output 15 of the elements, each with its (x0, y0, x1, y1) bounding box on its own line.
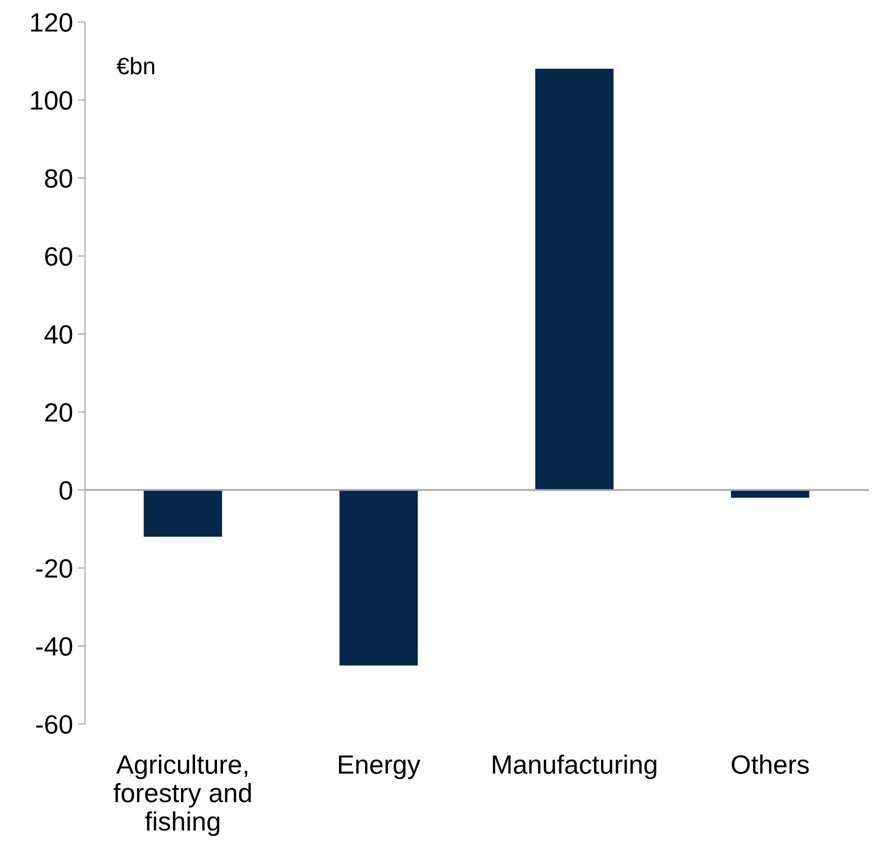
y-tick-label: -40 (36, 637, 72, 656)
y-tick-label: -20 (36, 559, 72, 578)
y-tick-label: 100 (31, 91, 72, 110)
x-tick-label: Others (732, 754, 809, 774)
y-tick-label: 60 (45, 247, 72, 266)
y-tick-label: 120 (31, 13, 72, 32)
y-tick-label: 20 (45, 403, 72, 422)
x-tick-label: Manufacturing (492, 754, 656, 780)
y-tick-label: 40 (44, 325, 72, 344)
x-tick-label: Energy (338, 756, 420, 780)
y-tick-label: -60 (36, 715, 72, 734)
y-tick-label: 0 (60, 481, 72, 500)
annotation: €bn (116, 57, 154, 74)
y-tick-label: 80 (44, 169, 72, 188)
x-tick-label: Agriculture, forestry and fishing (114, 754, 251, 836)
